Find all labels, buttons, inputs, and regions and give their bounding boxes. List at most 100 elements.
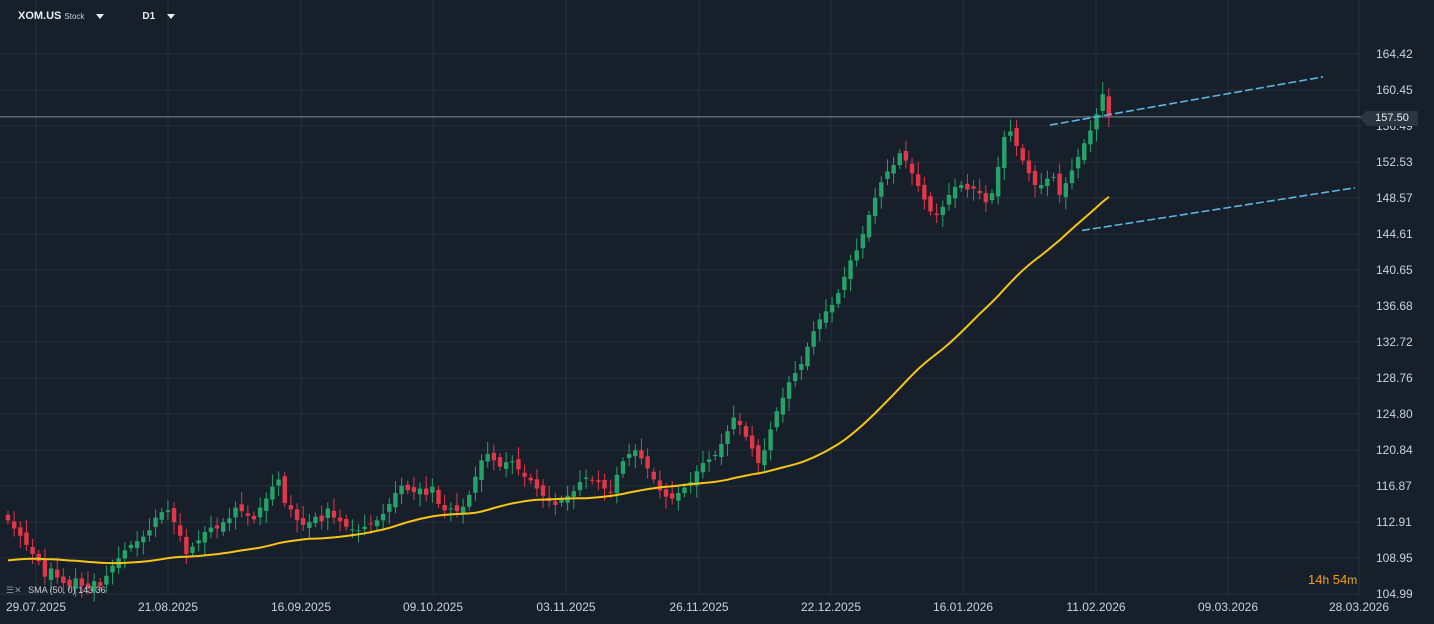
candle-body: [768, 429, 773, 451]
candle-body: [11, 521, 17, 529]
y-tick-label: 124.80: [1376, 407, 1413, 421]
candle-body: [922, 184, 927, 200]
candle-body: [436, 489, 441, 504]
candle-body: [178, 525, 183, 536]
candle-body: [430, 486, 435, 493]
y-tick-label: 136.68: [1376, 299, 1413, 313]
candle-body: [485, 453, 490, 462]
x-tick-label: 28.03.2026: [1329, 600, 1389, 614]
candle-body: [1057, 173, 1062, 196]
candle-body: [36, 553, 41, 562]
candle-body: [823, 311, 829, 323]
candle-body: [577, 482, 583, 491]
candle-body: [448, 508, 453, 510]
candle-body: [61, 576, 66, 584]
candle-body: [325, 508, 330, 518]
candle-body: [786, 382, 792, 399]
candle-body: [700, 463, 706, 473]
candle-body: [534, 479, 540, 489]
candle-body: [780, 397, 786, 415]
candle-body: [639, 450, 644, 459]
candle-body: [288, 505, 294, 510]
candle-body: [307, 522, 312, 529]
candle-body: [245, 513, 251, 516]
channel-lower-line: [1081, 186, 1356, 232]
x-tick-label: 09.03.2026: [1198, 600, 1258, 614]
timeframe-label[interactable]: D1: [142, 10, 156, 22]
candle-body: [491, 452, 497, 461]
candle-body: [1069, 170, 1075, 184]
candle-body: [626, 453, 632, 458]
candle-body: [91, 581, 97, 592]
candle-body: [454, 505, 460, 512]
candle-body: [202, 532, 207, 543]
candle-body: [706, 459, 712, 462]
candle-body: [208, 527, 214, 533]
candle-body: [424, 488, 429, 495]
candle-body: [916, 174, 921, 186]
candle-body: [891, 165, 896, 174]
candle-body: [897, 153, 902, 166]
candle-body: [190, 546, 195, 553]
candle-body: [42, 559, 48, 577]
candle-body: [24, 532, 29, 545]
candle-body: [762, 450, 767, 466]
candle-body: [313, 516, 318, 524]
candle-body: [995, 166, 1001, 197]
candle-body: [811, 331, 816, 347]
candle-body: [276, 479, 281, 486]
y-tick-label: 116.87: [1376, 479, 1412, 493]
x-tick-label: 11.02.2026: [1066, 600, 1125, 614]
candle-body: [214, 525, 220, 529]
candle-body: [331, 510, 337, 518]
candle-body: [983, 193, 989, 203]
candle-body: [1094, 114, 1099, 130]
indicator-settings-icon[interactable]: ☰✕: [6, 585, 22, 595]
candle-body: [952, 186, 958, 199]
candle-body: [713, 454, 718, 457]
candle-body: [184, 536, 189, 554]
candle-body: [522, 472, 527, 477]
candle-body: [257, 507, 263, 518]
current-price-tag: 157.50: [1360, 111, 1418, 126]
candle-body: [98, 582, 103, 586]
candle-body: [460, 506, 466, 514]
candle-body: [989, 193, 995, 201]
candle-body: [805, 346, 810, 367]
candle-body: [934, 213, 939, 216]
sma-indicator-label[interactable]: ☰✕ SMA (50, 0) 143.36: [6, 585, 106, 596]
candle-body: [872, 197, 878, 217]
candle-body: [239, 504, 244, 512]
y-tick-label: 144.61: [1376, 227, 1413, 241]
candle-body: [657, 480, 663, 491]
candle-body: [55, 569, 60, 578]
candle-body: [393, 493, 398, 508]
candle-body: [614, 474, 620, 494]
candle-body: [196, 540, 201, 544]
candle-body: [596, 480, 601, 483]
candle-body: [737, 420, 743, 425]
candle-body: [651, 471, 656, 480]
candle-body: [670, 493, 675, 499]
candle-body: [854, 250, 859, 261]
candle-body: [5, 514, 11, 521]
candle-body: [227, 518, 232, 524]
candle-body: [67, 579, 72, 587]
timeframe-dropdown-icon[interactable]: [167, 13, 176, 19]
symbol-label[interactable]: XOM.US: [18, 10, 62, 22]
candle-body: [1026, 160, 1032, 174]
candle-body: [583, 477, 589, 479]
y-tick-label: 140.65: [1376, 263, 1413, 277]
x-tick-label: 09.10.2025: [403, 600, 463, 614]
candle-body: [104, 575, 109, 585]
y-tick-label: 112.91: [1376, 515, 1412, 529]
x-tick-label: 21.08.2025: [138, 600, 198, 614]
symbol-header[interactable]: XOM.US Stock D1: [18, 10, 176, 22]
candle-body: [411, 487, 417, 493]
symbol-dropdown-icon[interactable]: [96, 13, 105, 19]
x-tick-label: 29.07.2025: [6, 600, 66, 614]
countdown-minutes-unit: m: [1347, 573, 1358, 587]
x-tick-label: 16.09.2025: [271, 600, 331, 614]
candle-body: [965, 183, 970, 190]
